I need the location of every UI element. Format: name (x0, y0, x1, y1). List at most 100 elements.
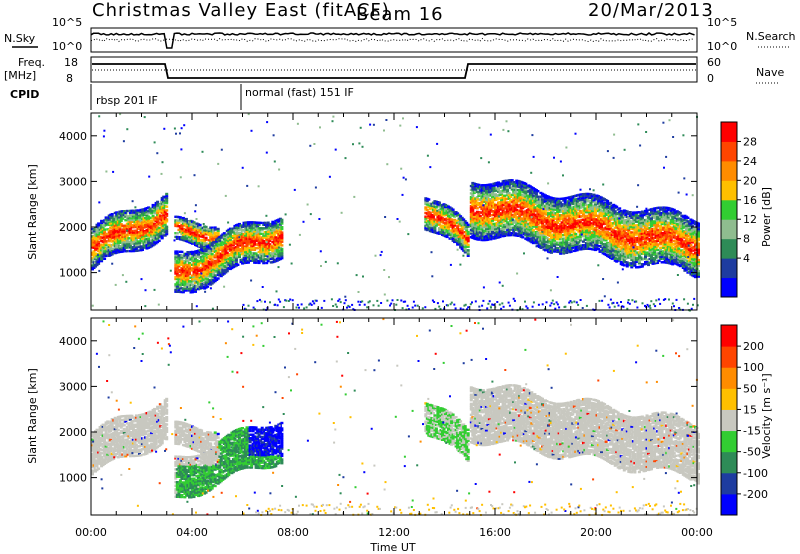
data-cell (512, 199, 516, 202)
data-cell (206, 248, 210, 252)
data-cell (510, 179, 514, 182)
data-cell (471, 192, 475, 196)
data-cell (181, 216, 185, 220)
data-cell (216, 260, 220, 264)
data-cell (531, 234, 535, 237)
data-cell (177, 221, 181, 224)
beam-label: Beam 16 (356, 4, 444, 25)
data-cell (466, 243, 470, 247)
data-cell (424, 206, 428, 209)
data-cell (97, 222, 101, 225)
data-cell (156, 235, 160, 238)
data-cell (134, 238, 138, 241)
data-cell (250, 226, 254, 229)
data-cell (437, 223, 441, 226)
data-cell (448, 217, 452, 220)
data-cell (475, 221, 479, 225)
data-cell (242, 245, 246, 248)
data-cell (160, 215, 164, 218)
data-cell (280, 226, 284, 229)
data-cell (186, 278, 190, 281)
data-cell (431, 203, 435, 206)
data-cell (251, 244, 255, 248)
data-cell (486, 196, 490, 199)
data-cell (466, 240, 470, 243)
data-cell (94, 257, 97, 261)
data-cell (460, 233, 464, 236)
data-cell (577, 241, 581, 244)
data-cell (491, 232, 494, 235)
data-cell (625, 243, 629, 246)
data-cell (110, 247, 114, 250)
data-cell (236, 249, 240, 252)
data-cell (247, 228, 250, 231)
data-cell (450, 218, 454, 221)
data-cell (242, 256, 246, 259)
data-cell (95, 232, 99, 236)
data-cell (125, 217, 129, 220)
data-cell (247, 226, 250, 230)
data-cell (175, 274, 179, 277)
data-cell (133, 215, 137, 218)
data-cell (191, 256, 194, 259)
data-cell (97, 229, 101, 233)
data-cell (472, 226, 476, 229)
data-cell (530, 188, 534, 191)
data-cell (94, 241, 97, 244)
data-cell (494, 207, 497, 211)
data-cell (519, 226, 523, 229)
data-cell (175, 261, 179, 264)
data-cell (189, 281, 193, 285)
data-cell (113, 231, 117, 235)
data-cell (248, 224, 252, 228)
data-cell (156, 220, 160, 224)
data-cell (159, 231, 163, 234)
data-cell (133, 222, 137, 225)
data-cell (489, 207, 493, 210)
data-cell (256, 225, 260, 228)
data-cell (92, 235, 96, 238)
data-cell (257, 230, 261, 234)
data-cell (463, 240, 467, 243)
data-cell (180, 258, 184, 261)
data-cell (459, 224, 463, 227)
data-cell (115, 218, 119, 221)
data-cell (218, 259, 222, 262)
data-cell (498, 182, 502, 186)
data-cell (104, 218, 108, 221)
data-cell (507, 197, 511, 200)
data-cell (134, 209, 138, 212)
data-cell (437, 212, 441, 215)
data-cell (504, 207, 508, 210)
data-cell (131, 238, 135, 242)
data-cell (489, 223, 493, 226)
data-cell (162, 202, 166, 206)
data-cell (280, 249, 284, 253)
data-cell (462, 225, 466, 229)
data-cell (510, 201, 514, 204)
data-cell (574, 232, 578, 236)
data-cell (177, 265, 181, 268)
data-cell (613, 230, 617, 233)
data-cell (130, 220, 134, 223)
data-cell (512, 181, 516, 184)
data-cell (248, 243, 252, 246)
data-cell (184, 258, 188, 261)
data-cell (115, 215, 119, 218)
data-cell (448, 215, 452, 218)
data-cell (130, 218, 134, 222)
data-cell (425, 208, 429, 212)
data-cell (134, 231, 138, 234)
data-cell (127, 237, 131, 240)
data-cell (466, 238, 470, 241)
data-cell (459, 218, 463, 222)
data-cell (509, 221, 513, 224)
data-cell (489, 225, 493, 228)
data-cell (162, 206, 166, 209)
data-cell (445, 235, 449, 239)
data-cell (115, 225, 119, 229)
data-cell (498, 224, 502, 228)
data-cell (115, 247, 119, 251)
data-cell (125, 239, 129, 242)
nsky-tick-top-right: 10^5 (707, 16, 737, 29)
